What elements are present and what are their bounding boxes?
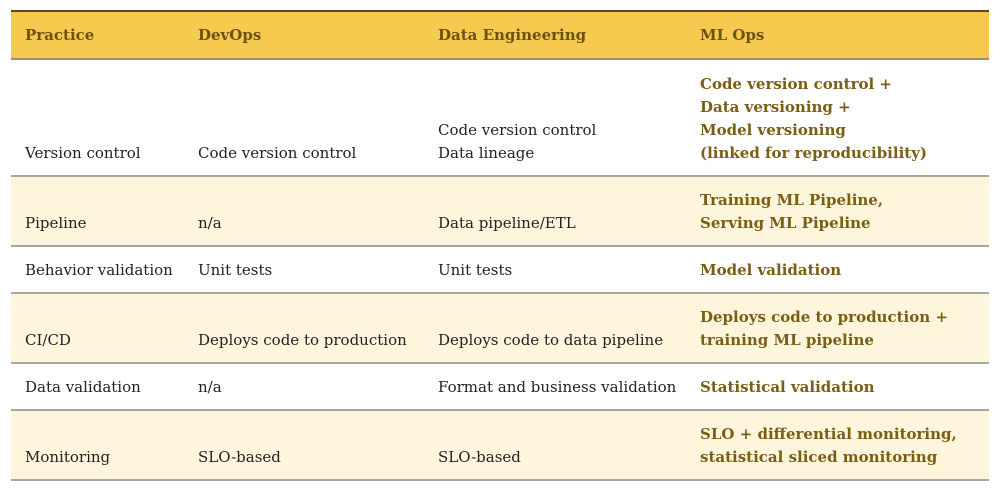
cell-line: SLO-based (198, 448, 281, 466)
cell-ml-ops: SLO + differential monitoring, statistica… (686, 410, 989, 481)
cell-line: Training ML Pipeline, (700, 191, 884, 209)
cell-line: Data versioning + (700, 98, 851, 116)
cell-data-engineering: Unit tests (424, 246, 686, 294)
cell-line: statistical sliced monitoring (700, 448, 938, 466)
cell-devops: Code version control (184, 59, 424, 177)
cell-line: Statistical validation (700, 378, 875, 396)
cell-line: Deploys code to production (198, 331, 407, 349)
cell-practice: Monitoring (11, 410, 184, 481)
header-practice: Practice (11, 10, 184, 60)
table-row: Monitoring SLO-based SLO-based SLO + differ… (11, 410, 989, 481)
cell-line: Code version control + (700, 75, 893, 93)
cell-data-engineering: SLO-based (424, 410, 686, 481)
cell-devops: SLO-based (184, 410, 424, 481)
cell-line: Model validation (700, 261, 842, 279)
cell-ml-ops: Deploys code to production + training ML … (686, 293, 989, 364)
cell-line: Unit tests (438, 261, 513, 279)
cell-line: Deploys code to data pipeline (438, 331, 664, 349)
cell-ml-ops: Code version control + Data versioning + M… (686, 59, 989, 177)
cell-practice: Version control (11, 59, 184, 177)
cell-ml-ops: Training ML Pipeline, Serving ML Pipeline (686, 176, 989, 247)
cell-line: SLO + differential monitoring, (700, 425, 957, 443)
practices-comparison-table: Practice DevOps Data Engineering ML Ops … (11, 10, 989, 481)
cell-practice: CI/CD (11, 293, 184, 364)
cell-ml-ops: Statistical validation (686, 363, 989, 411)
table-row: CI/CD Deploys code to production Deploys c… (11, 293, 989, 364)
cell-practice: Behavior validation (11, 246, 184, 294)
cell-data-engineering: Format and business validation (424, 363, 686, 411)
table-row: Behavior validation Unit tests Unit tests M… (11, 246, 989, 294)
cell-line: Serving ML Pipeline (700, 214, 871, 232)
cell-line: (linked for reproducibility) (700, 144, 928, 162)
cell-ml-ops: Model validation (686, 246, 989, 294)
table-row: Data validation n/a Format and business va… (11, 363, 989, 411)
cell-line: training ML pipeline (700, 331, 874, 349)
header-row: Practice DevOps Data Engineering ML Ops (11, 10, 989, 60)
table-row: Pipeline n/a Data pipeline/ETL Training ML … (11, 176, 989, 247)
cell-line: Format and business validation (438, 378, 677, 396)
cell-line: Code version control (198, 144, 357, 162)
cell-devops: Unit tests (184, 246, 424, 294)
header-devops: DevOps (184, 10, 424, 60)
table-row: Version control Code version control Code … (11, 59, 989, 177)
header-data-engineering: Data Engineering (424, 10, 686, 60)
cell-line: n/a (198, 214, 222, 232)
cell-line: Unit tests (198, 261, 273, 279)
cell-devops: n/a (184, 176, 424, 247)
header-ml-ops: ML Ops (686, 10, 989, 60)
cell-data-engineering: Deploys code to data pipeline (424, 293, 686, 364)
cell-line: SLO-based (438, 448, 521, 466)
cell-data-engineering: Code version control Data lineage (424, 59, 686, 177)
cell-devops: n/a (184, 363, 424, 411)
cell-line: Data pipeline/ETL (438, 214, 576, 232)
cell-practice: Pipeline (11, 176, 184, 247)
cell-practice: Data validation (11, 363, 184, 411)
cell-line: Code version control (438, 121, 597, 139)
cell-line: Deploys code to production + (700, 308, 948, 326)
cell-devops: Deploys code to production (184, 293, 424, 364)
cell-line: n/a (198, 378, 222, 396)
cell-data-engineering: Data pipeline/ETL (424, 176, 686, 247)
cell-line: Data lineage (438, 144, 535, 162)
cell-line: Model versioning (700, 121, 846, 139)
